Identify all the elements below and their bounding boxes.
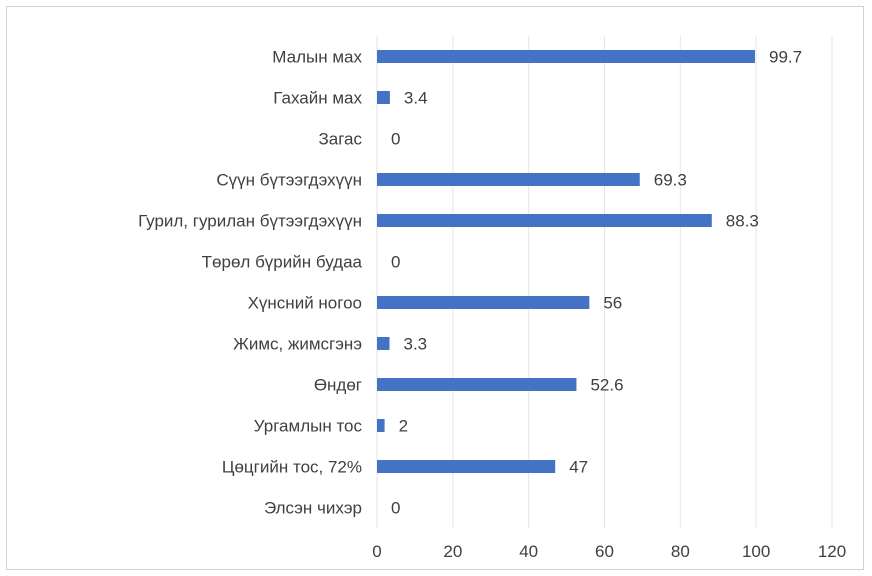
bar bbox=[377, 378, 577, 391]
category-label: Малын мах bbox=[272, 48, 362, 67]
value-label: 47 bbox=[569, 458, 588, 477]
x-tick-label: 0 bbox=[372, 542, 381, 561]
category-label: Хүнсний ногоо bbox=[248, 294, 362, 313]
value-label: 0 bbox=[391, 253, 400, 272]
bar bbox=[377, 337, 390, 350]
category-label: Элсэн чихэр bbox=[264, 499, 362, 518]
value-label: 0 bbox=[391, 499, 400, 518]
value-label: 2 bbox=[399, 417, 408, 436]
x-tick-label: 120 bbox=[818, 542, 846, 561]
chart-frame bbox=[6, 6, 864, 570]
category-label: Төрөл бүрийн будаа bbox=[202, 253, 363, 272]
x-tick-label: 80 bbox=[671, 542, 690, 561]
category-label: Өндөг bbox=[314, 376, 362, 395]
bar bbox=[377, 296, 590, 309]
bar bbox=[377, 91, 390, 104]
category-labels: Малын мах Гахайн мах Загас Сүүн бүтээгдэхүү… bbox=[138, 48, 362, 518]
value-label: 99.7 bbox=[769, 48, 802, 67]
x-tick-labels: 0 20 40 60 80 100 120 bbox=[372, 542, 846, 561]
category-label: Загас bbox=[318, 130, 362, 149]
x-tick-label: 40 bbox=[519, 542, 538, 561]
category-label: Гурил, гурилан бүтээгдэхүүн bbox=[138, 212, 362, 231]
category-label: Цөцгийн тос, 72% bbox=[222, 458, 362, 477]
category-label: Ургамлын тос bbox=[254, 417, 363, 436]
x-tick-label: 60 bbox=[595, 542, 614, 561]
x-tick-label: 100 bbox=[742, 542, 770, 561]
value-labels: 99.7 3.4 0 69.3 88.3 0 56 3.3 52.6 2 47 0 bbox=[391, 48, 802, 518]
value-label: 69.3 bbox=[654, 171, 687, 190]
bar bbox=[377, 173, 640, 186]
bar bbox=[377, 460, 556, 473]
category-label: Жимс, жимсгэнэ bbox=[233, 335, 362, 354]
gridlines bbox=[376, 36, 833, 528]
x-tick-label: 20 bbox=[443, 542, 462, 561]
value-label: 3.4 bbox=[404, 89, 428, 108]
value-label: 0 bbox=[391, 130, 400, 149]
bar bbox=[377, 214, 712, 227]
value-label: 88.3 bbox=[726, 212, 759, 231]
value-label: 56 bbox=[603, 294, 622, 313]
value-label: 3.3 bbox=[404, 335, 428, 354]
bars bbox=[377, 50, 756, 473]
category-label: Гахайн мах bbox=[273, 89, 362, 108]
category-label: Сүүн бүтээгдэхүүн bbox=[216, 171, 362, 190]
bar bbox=[377, 419, 385, 432]
bar bbox=[377, 50, 756, 63]
value-label: 52.6 bbox=[590, 376, 623, 395]
